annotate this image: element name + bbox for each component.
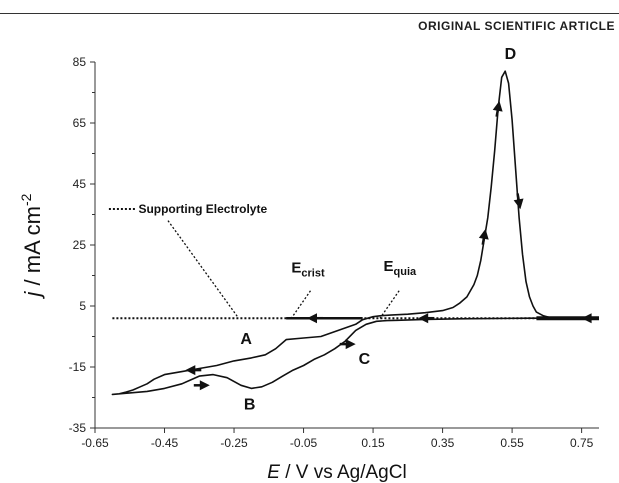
potential-leader-line [290, 290, 312, 319]
arrow-head [345, 339, 356, 350]
direction-arrow [185, 365, 202, 376]
x-tick-label: 0.35 [431, 436, 455, 450]
direction-arrow [339, 339, 356, 350]
peak-label: C [359, 351, 371, 368]
chart-arrows [185, 100, 598, 391]
direction-arrow [193, 380, 210, 391]
potential-label: Equia [383, 258, 417, 278]
y-axis-label-text: / mA cm [20, 206, 45, 292]
direction-arrow [581, 313, 598, 324]
direction-arrow [492, 100, 503, 117]
y-axis-label-exponent: -2 [18, 193, 34, 206]
direction-arrow [478, 228, 489, 245]
arrow-head [513, 198, 524, 210]
y-axis-label-symbol: j [20, 290, 45, 299]
arrow-head [492, 100, 503, 112]
legend-label: Supporting Electrolyte [138, 202, 267, 216]
x-tick-label: -0.25 [220, 436, 248, 450]
x-axis-label: E / V vs Ag/AgCl [267, 462, 406, 483]
y-tick-label: 85 [73, 55, 87, 69]
direction-arrow [418, 313, 435, 324]
y-tick-label: -35 [69, 421, 87, 435]
peak-label: D [505, 46, 517, 63]
y-tick-label: 5 [79, 299, 86, 313]
x-axis-label-symbol: E [267, 462, 280, 483]
potential-label-symbol: E [383, 258, 393, 275]
y-tick-label: 45 [73, 177, 87, 191]
peak-label: A [240, 331, 252, 348]
x-tick-label: 0.55 [500, 436, 524, 450]
x-tick-label: -0.45 [151, 436, 179, 450]
header-rule [0, 13, 619, 14]
x-tick-label: 0.15 [361, 436, 385, 450]
arrow-head [199, 380, 210, 391]
x-axis-label-text: / V vs Ag/AgCl [280, 462, 407, 483]
y-tick-label: 25 [73, 238, 87, 252]
x-tick-label: -0.05 [290, 436, 318, 450]
potential-label-subscript: crist [301, 267, 325, 279]
voltammogram-curve [111, 70, 599, 396]
chart-ticks: 85 65 45 25 5 -15 -35-0.65 -0.45 -0.25 -0.05 0.15 0… [69, 55, 594, 450]
arrow-head [307, 313, 317, 324]
y-tick-label: -15 [69, 360, 87, 374]
x-tick-label: -0.65 [81, 436, 109, 450]
direction-arrow [513, 193, 524, 210]
potential-label-subscript: quia [394, 266, 417, 278]
arrow-head [185, 365, 196, 376]
y-axis-label: j / mA cm-2 [18, 193, 45, 299]
article-type-label: ORIGINAL SCIENTIFIC ARTICLE [418, 19, 615, 33]
arrow-head [478, 228, 489, 240]
potential-leader-line [379, 290, 400, 319]
chart-series [111, 70, 599, 396]
potential-label: Ecrist [291, 259, 325, 279]
arrow-head [418, 313, 429, 324]
legend-leader-line [167, 220, 239, 318]
potential-label-symbol: E [291, 259, 301, 276]
direction-arrow [307, 313, 323, 324]
x-tick-label: 0.75 [570, 436, 594, 450]
arrow-head [581, 313, 592, 324]
y-tick-label: 65 [73, 116, 87, 130]
peak-label: B [244, 397, 256, 414]
